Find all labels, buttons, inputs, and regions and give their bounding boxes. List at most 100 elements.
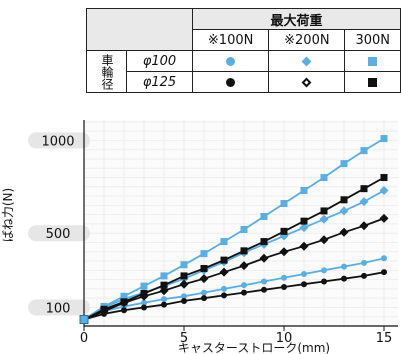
data-point <box>280 227 288 235</box>
series-line <box>83 137 385 321</box>
y-tick-label-backgrounds <box>28 132 90 316</box>
data-point <box>341 263 347 270</box>
data-point <box>361 259 367 266</box>
data-point <box>181 297 187 304</box>
data-point <box>361 272 367 279</box>
data-point <box>301 281 307 288</box>
data-point <box>179 279 189 289</box>
tick-labels: 100 500 1000 0 5 10 15 <box>41 134 392 346</box>
series <box>79 174 388 325</box>
circle-marker-icon <box>226 77 236 87</box>
data-point <box>359 221 369 231</box>
circle-marker-icon <box>226 56 236 66</box>
data-point <box>221 285 227 292</box>
legend-table: 最大荷重 ※100N ※200N 300N 車輪径 φ100 φ125 <box>85 8 401 93</box>
data-point <box>381 269 387 276</box>
legend-col-300n: 300N <box>344 29 401 51</box>
y-axis-title: ばね力(N) <box>1 188 15 242</box>
series-line <box>83 189 385 321</box>
data-point <box>359 197 369 207</box>
data-point <box>299 241 309 251</box>
data-point <box>160 272 168 280</box>
data-point <box>260 213 268 221</box>
data-point <box>100 305 108 313</box>
data-point <box>380 135 388 143</box>
x-tick-label: 10 <box>276 331 293 346</box>
data-point <box>219 267 229 277</box>
data-point <box>360 185 368 193</box>
data-point <box>281 274 287 281</box>
legend-cell <box>192 71 270 93</box>
y-tick-label: 100 <box>46 301 71 316</box>
x-axis-title: キャスターストローク(mm) <box>178 341 330 354</box>
series-line <box>83 217 385 321</box>
y-tick-label-background <box>28 225 90 242</box>
data-point <box>200 264 208 272</box>
series-line <box>83 176 385 321</box>
data-point <box>380 174 388 182</box>
data-point <box>321 267 327 274</box>
legend-wheel-diameter-label: 車輪径 <box>86 50 127 93</box>
data-point <box>340 160 348 168</box>
axes <box>83 120 398 327</box>
data-point <box>160 281 168 289</box>
data-point <box>161 301 167 308</box>
data-point <box>320 207 328 215</box>
y-tick-label: 500 <box>46 227 71 242</box>
data-point <box>120 292 128 300</box>
square-marker-icon <box>368 77 378 87</box>
data-point <box>379 213 389 223</box>
y-tick-label-background <box>28 299 90 316</box>
data-point <box>241 289 247 296</box>
data-point <box>341 275 347 282</box>
data-point <box>181 293 187 300</box>
data-point <box>280 200 288 208</box>
data-point <box>240 247 248 255</box>
legend-corner-cell <box>85 8 194 51</box>
series-layer <box>79 135 389 325</box>
data-point <box>319 214 329 224</box>
data-point <box>299 223 309 233</box>
data-point <box>340 196 348 204</box>
data-point <box>140 290 148 298</box>
legend-row-phi100: φ100 <box>125 50 194 72</box>
data-point <box>200 250 208 258</box>
data-point <box>261 278 267 285</box>
series-line <box>83 271 385 321</box>
origin-marker <box>79 315 89 325</box>
data-point <box>319 235 329 245</box>
data-point <box>140 282 148 290</box>
legend-row-phi125: φ125 <box>125 71 194 93</box>
x-tick-label: 5 <box>180 331 188 346</box>
data-point <box>180 261 188 269</box>
data-point <box>241 282 247 289</box>
legend-header-max-load: 最大荷重 <box>192 8 401 30</box>
data-point <box>220 238 228 246</box>
data-point <box>121 307 127 314</box>
y-tick-label-background <box>28 132 90 149</box>
data-point <box>141 304 147 311</box>
data-point <box>260 238 268 246</box>
legend-cell <box>268 71 346 93</box>
data-point <box>301 271 307 278</box>
data-point <box>180 272 188 280</box>
data-point <box>259 253 269 263</box>
data-point <box>239 261 249 271</box>
x-tick-label: 15 <box>376 331 393 346</box>
data-point <box>261 286 267 293</box>
data-point <box>201 289 207 296</box>
legend-cell <box>344 71 401 93</box>
data-point <box>279 247 289 257</box>
x-tick-label: 0 <box>80 331 88 346</box>
data-point <box>360 147 368 155</box>
data-point <box>339 227 349 237</box>
legend-col-100n: ※100N <box>192 29 270 51</box>
data-point <box>141 299 147 306</box>
data-point <box>300 187 308 195</box>
data-point <box>220 256 228 264</box>
data-point <box>379 186 389 196</box>
y-tick-label: 1000 <box>41 134 74 149</box>
data-point <box>281 284 287 291</box>
